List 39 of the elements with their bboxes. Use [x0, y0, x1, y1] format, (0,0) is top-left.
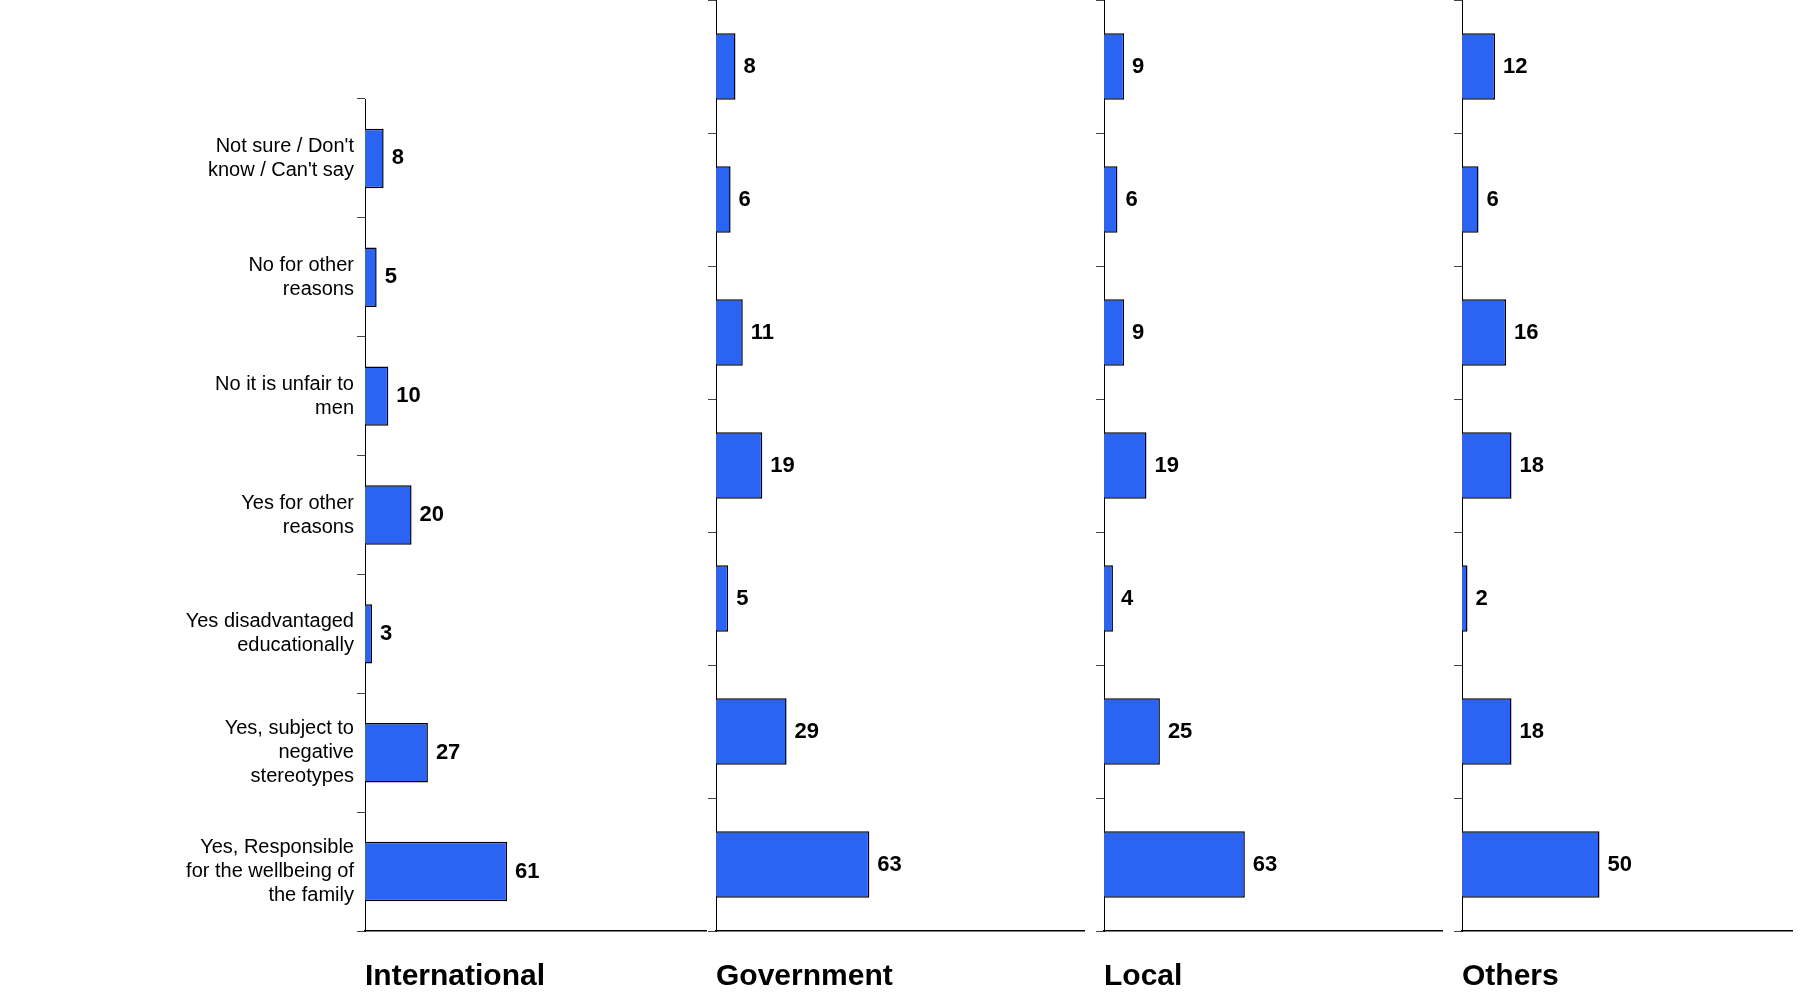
data-label: 9	[1132, 52, 1145, 78]
x-axis-title: Others	[1462, 958, 1559, 992]
y-tick-label: Yes for other reasons	[241, 490, 355, 537]
data-label: 19	[770, 451, 795, 477]
data-label: 4	[1120, 584, 1134, 610]
data-label: 11	[750, 318, 775, 344]
data-label: 50	[1607, 850, 1632, 876]
x-axis-title: International	[365, 958, 546, 992]
data-label: 9	[1132, 318, 1145, 344]
data-label: 2	[1475, 584, 1488, 610]
data-label: 3	[379, 619, 393, 645]
data-label: 19	[1154, 451, 1179, 477]
x-axis-title: Local	[1104, 958, 1183, 992]
y-tick-label: Not sure / Don't know / Can't say	[207, 133, 355, 180]
data-label: 5	[384, 263, 397, 289]
y-tick-label: Yes, subject to negative stereotypes	[224, 716, 354, 787]
data-label: 16	[1514, 318, 1539, 344]
x-axis-title: Government	[716, 958, 893, 992]
data-label: 6	[1486, 185, 1499, 211]
data-label: 25	[1167, 717, 1193, 743]
data-label: 18	[1519, 717, 1544, 743]
y-tick-label: No for other reasons	[248, 252, 355, 299]
data-label: 8	[391, 144, 404, 170]
y-tick-label: Yes disadvantaged educationally	[185, 609, 354, 656]
data-label: 20	[419, 501, 445, 527]
data-label: 6	[1125, 185, 1138, 211]
data-label: 29	[794, 717, 820, 743]
data-label: 63	[877, 850, 902, 876]
data-label: 18	[1519, 451, 1544, 477]
data-label: 63	[1252, 850, 1278, 876]
y-tick-label: No it is unfair to men	[215, 371, 354, 418]
data-label: 6	[738, 185, 751, 211]
data-label: 27	[435, 738, 461, 764]
data-label: 10	[396, 382, 421, 408]
data-label: 5	[736, 584, 749, 610]
y-tick-label: Yes, Responsible for the wellbeing of the family	[186, 835, 355, 906]
data-label: 61	[515, 857, 540, 883]
data-label: 8	[743, 52, 756, 78]
data-label: 12	[1503, 52, 1528, 78]
